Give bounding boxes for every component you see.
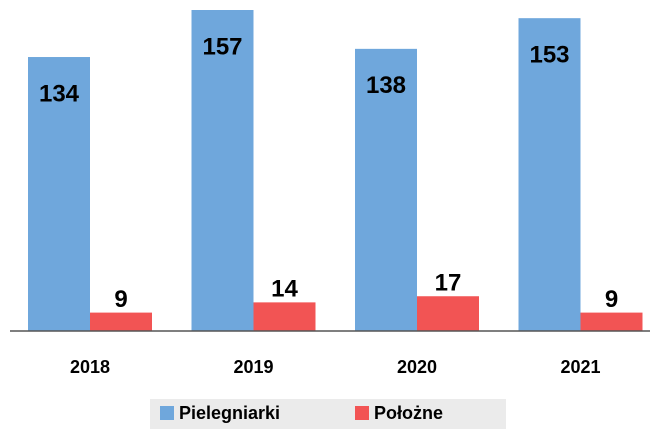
bar <box>191 10 254 331</box>
bar <box>253 302 316 331</box>
legend-label: Położne <box>374 403 443 423</box>
value-label: 134 <box>39 80 80 107</box>
bar <box>28 57 90 331</box>
value-label: 153 <box>529 42 569 69</box>
value-label: 157 <box>202 33 242 60</box>
value-label: 9 <box>114 286 127 313</box>
value-label: 14 <box>271 276 298 303</box>
x-tick-label: 2021 <box>560 357 600 377</box>
bar <box>580 312 643 331</box>
x-tick-label: 2019 <box>233 357 273 377</box>
bar <box>518 18 581 331</box>
value-label: 17 <box>435 270 462 297</box>
legend-swatch <box>160 406 174 420</box>
legend-background <box>150 399 506 429</box>
x-tick-label: 2020 <box>397 357 437 377</box>
x-tick-label: 2018 <box>70 357 110 377</box>
value-label: 9 <box>605 286 618 313</box>
bar <box>355 48 417 331</box>
bar <box>90 312 152 331</box>
legend-label: Pielegniarki <box>179 403 280 423</box>
bar <box>417 296 479 331</box>
legend-swatch <box>355 406 369 420</box>
value-label: 138 <box>366 72 406 99</box>
